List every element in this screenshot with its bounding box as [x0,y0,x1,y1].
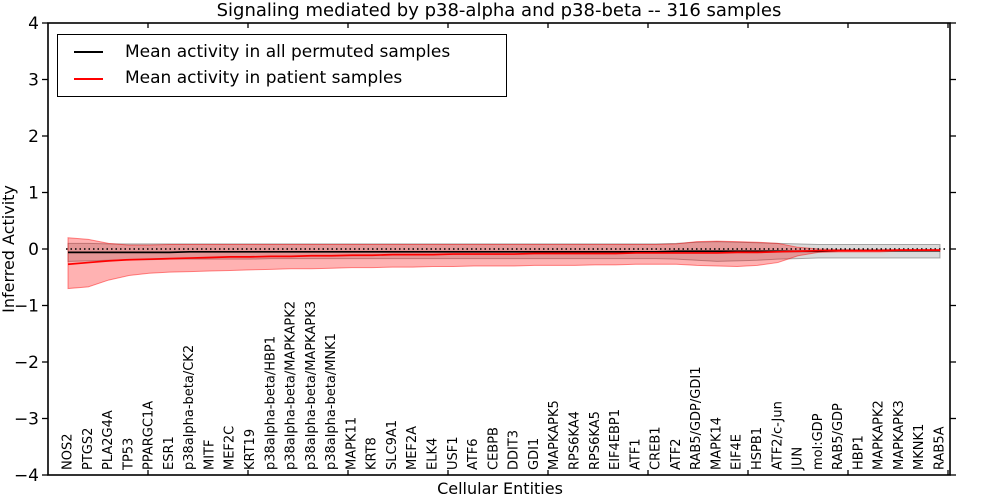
x-category-label: EIF4EBP1 [608,409,623,470]
y-tick-label: 1 [28,184,39,204]
x-category-label: p38alpha-beta/CK2 [182,345,197,470]
x-category-label: mol:GDP [811,413,826,470]
x-category-label: MEF2C [223,426,238,470]
x-category-label: CREB1 [649,426,664,470]
y-tick-label: 4 [28,14,39,34]
x-category-label: SLC9A1 [385,420,400,470]
x-category-label: NOS2 [61,434,76,470]
x-category-label: KRT8 [365,437,380,470]
x-category-label: CEBPB [486,427,501,470]
x-category-label: p38alpha-beta/MNK1 [324,333,339,470]
series-line-patient [67,249,940,266]
x-category-label: p38alpha-beta/MAPKAPK3 [304,301,319,470]
x-category-label: RPS6KA4 [568,411,583,470]
x-category-label: PTGS2 [81,428,96,470]
legend-line-black-icon [74,51,103,54]
x-category-label: RAB5/GDP/GDI1 [689,367,704,470]
y-tick-label: 3 [28,71,39,91]
x-category-label: RAB5/GDP [831,403,846,470]
x-category-label: ATF6 [466,438,481,470]
x-category-label: HSPB1 [750,427,765,470]
x-category-label: MAPKAPK2 [872,400,887,470]
x-category-label: p38alpha-beta/MAPKAPK2 [284,301,299,470]
x-axis-label: Cellular Entities [437,479,563,498]
y-tick-label: −4 [14,466,39,486]
x-category-label: MAPKAPK5 [547,400,562,470]
x-category-label: MAPK11 [344,417,359,470]
x-category-label: PPARGC1A [142,401,157,470]
legend-item-permuted: Mean activity in all permuted samples [74,43,506,62]
y-axis-label: Inferred Activity [0,185,18,313]
x-category-label: KRT19 [243,429,258,470]
legend-item-patient: Mean activity in patient samples [74,69,506,88]
x-category-label: PLA2G4A [101,410,116,470]
y-tick-label: −1 [14,297,39,317]
legend-label-permuted: Mean activity in all permuted samples [125,41,451,62]
x-category-label: MAPKAPK3 [892,400,907,470]
y-tick-label: 0 [28,240,39,260]
legend-label-patient: Mean activity in patient samples [125,68,403,89]
legend-box: Mean activity in all permuted samples Me… [57,34,507,97]
chart-title: Signaling mediated by p38-alpha and p38-… [217,0,782,21]
x-category-label: ELK4 [426,438,441,470]
x-category-label: HBP1 [851,435,866,470]
x-category-label: TP53 [121,438,136,471]
y-tick-label: −3 [14,410,39,430]
x-category-label: MKNK1 [912,424,927,470]
x-category-label: ATF2/c-Jun [770,401,785,470]
x-category-label: JUN [791,447,806,471]
x-category-label: MEF2A [405,426,420,470]
x-category-label: DDIT3 [507,430,522,470]
x-category-label: ATF1 [628,438,643,470]
x-category-label: ESR1 [162,436,177,470]
x-category-label: EIF4E [730,434,745,470]
x-category-label: MAPK14 [709,417,724,470]
x-category-label: USF1 [446,436,461,470]
x-category-label: RAB5A [933,426,948,470]
y-tick-label: −2 [14,353,39,373]
y-tick-label: 2 [28,127,39,147]
x-category-label: RPS6KA5 [588,411,603,470]
x-category-label: p38alpha-beta/HBP1 [263,336,278,470]
legend-line-red-icon [74,77,103,80]
x-category-label: GDI1 [527,438,542,470]
x-category-label: MITF [203,440,218,470]
x-category-label: ATF2 [669,438,684,470]
